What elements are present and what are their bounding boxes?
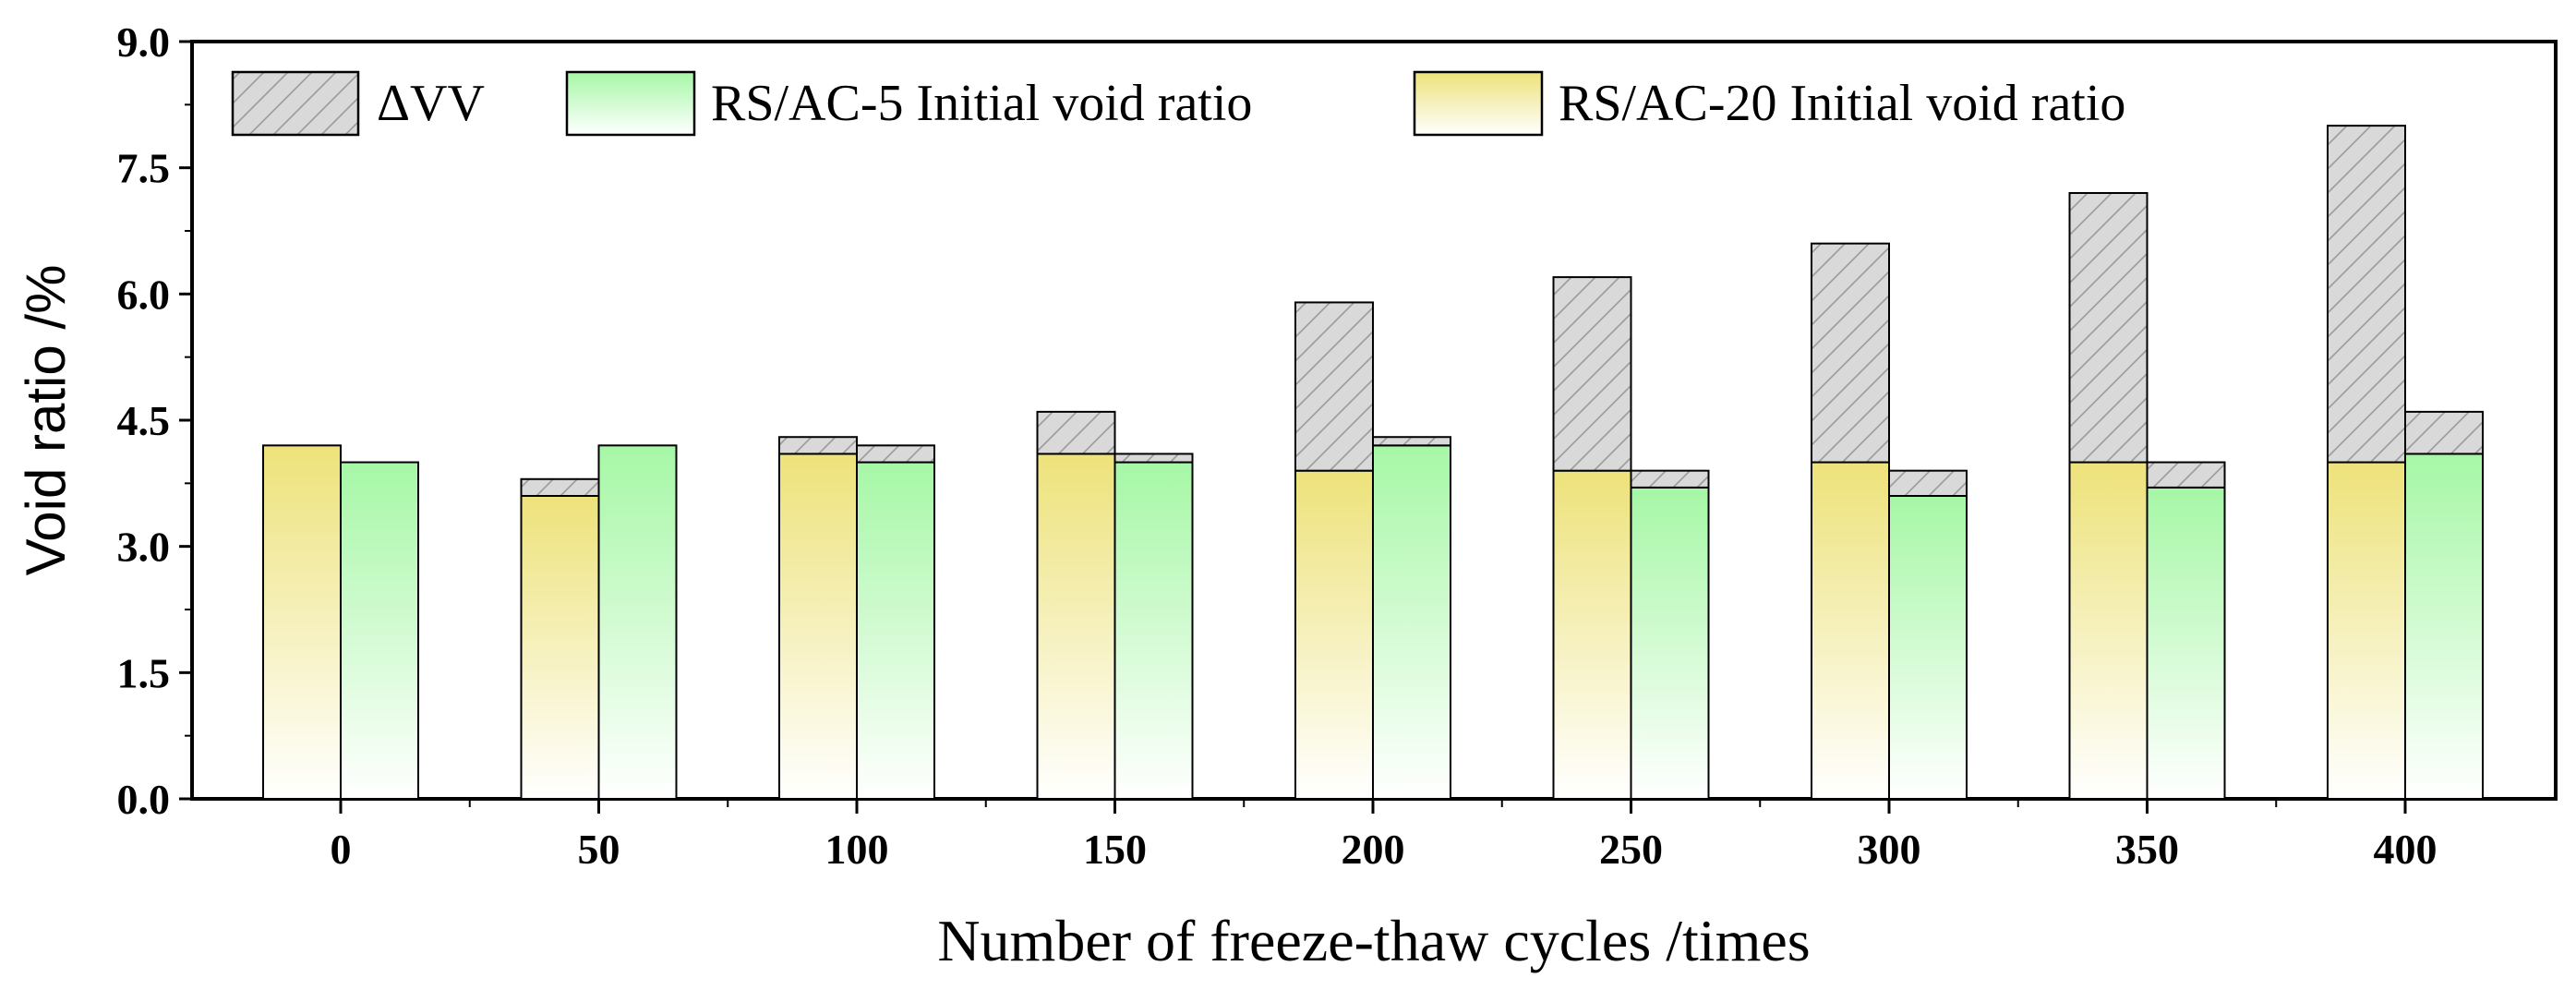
y-tick-label-4.5: 4.5 (117, 397, 171, 444)
bar-rs-ac-20-400 (2327, 461, 2406, 800)
bar-rs-ac-20-50 (520, 495, 600, 800)
bar-delta-rs-ac-20-300 (1811, 242, 1890, 464)
bar-rs-ac-5-200 (1372, 444, 1451, 800)
y-tick-label-0.0: 0.0 (117, 776, 171, 823)
x-tick-label-100: 100 (825, 826, 889, 873)
legend-swatch-delta (231, 70, 360, 137)
bar-rs-ac-5-150 (1113, 461, 1194, 800)
x-tick-label-0: 0 (331, 826, 352, 873)
bar-delta-rs-ac-5-350 (2146, 461, 2226, 489)
bar-rs-ac-5-400 (2404, 453, 2484, 800)
legend-swatch-rs-ac-5 (565, 70, 696, 137)
bar-delta-rs-ac-20-200 (1294, 301, 1374, 472)
legend-label-rs-ac-5: RS/AC-5 Initial void ratio (711, 75, 1252, 132)
bar-rs-ac-20-350 (2068, 461, 2149, 800)
bar-rs-ac-5-50 (597, 444, 678, 800)
x-axis-title: Number of freeze-thaw cycles /times (937, 908, 1810, 973)
bar-rs-ac-20-300 (1811, 461, 1890, 800)
bar-rs-ac-5-0 (340, 461, 419, 800)
bar-rs-ac-5-350 (2146, 486, 2226, 801)
legend-swatch-rs-ac-20 (1413, 70, 1544, 137)
x-tick-label-300: 300 (1858, 826, 1921, 873)
bar-delta-rs-ac-5-200 (1372, 436, 1451, 447)
x-tick-label-400: 400 (2374, 826, 2438, 873)
bar-delta-rs-ac-20-350 (2068, 192, 2149, 464)
y-tick-label-6.0: 6.0 (117, 271, 171, 318)
y-tick-label-1.5: 1.5 (117, 649, 171, 696)
x-tick-label-50: 50 (578, 826, 620, 873)
bar-delta-rs-ac-20-150 (1036, 410, 1116, 455)
y-tick-label-7.5: 7.5 (117, 145, 171, 192)
bar-rs-ac-5-300 (1888, 495, 1968, 800)
x-tick-label-200: 200 (1342, 826, 1405, 873)
bar-delta-rs-ac-5-300 (1888, 469, 1968, 497)
bar-delta-rs-ac-20-50 (520, 477, 600, 497)
bar-rs-ac-20-250 (1552, 469, 1632, 800)
bar-delta-rs-ac-5-100 (856, 444, 935, 464)
bar-delta-rs-ac-20-250 (1552, 276, 1632, 472)
bar-delta-rs-ac-20-100 (778, 436, 858, 455)
bar-rs-ac-5-100 (856, 461, 935, 800)
bar-delta-rs-ac-5-400 (2404, 410, 2484, 455)
legend-label-rs-ac-20: RS/AC-20 Initial void ratio (1559, 75, 2125, 132)
bar-rs-ac-20-200 (1294, 469, 1374, 800)
bar-rs-ac-5-250 (1630, 486, 1710, 801)
x-tick-label-350: 350 (2115, 826, 2179, 873)
bar-delta-rs-ac-5-250 (1630, 469, 1710, 489)
bar-rs-ac-20-0 (262, 444, 342, 800)
legend: ΔVV RS/AC-5 Initial void ratio RS/AC-20 … (231, 70, 2125, 137)
bar-rs-ac-20-100 (778, 453, 858, 800)
x-tick-label-250: 250 (1599, 826, 1663, 873)
bar-delta-rs-ac-20-400 (2327, 125, 2406, 464)
bar-rs-ac-20-150 (1036, 453, 1116, 800)
y-axis-title: Void ratio /% (15, 265, 77, 576)
y-tick-label-3.0: 3.0 (117, 524, 171, 571)
bar-delta-rs-ac-5-150 (1113, 453, 1194, 464)
x-tick-label-150: 150 (1083, 826, 1147, 873)
legend-label-delta: ΔVV (377, 75, 485, 132)
y-tick-label-9.0: 9.0 (117, 18, 171, 66)
